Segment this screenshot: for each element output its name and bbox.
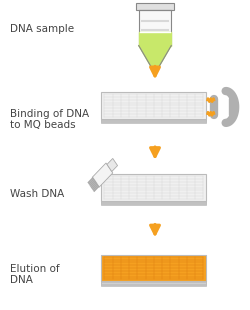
Bar (101, 95, 206, 121)
Bar (101, 177, 206, 203)
Bar (101, 257, 206, 284)
Bar (101, 96, 206, 122)
Bar (101, 259, 206, 285)
Bar (139, 10, 171, 46)
Bar (101, 175, 206, 202)
Bar (101, 255, 206, 281)
Text: Elution of
DNA: Elution of DNA (10, 264, 60, 285)
Bar (101, 178, 206, 204)
Polygon shape (140, 32, 170, 46)
Bar (101, 179, 206, 205)
Bar (101, 256, 206, 282)
Polygon shape (139, 46, 171, 73)
Text: Binding of DNA
to MQ beads: Binding of DNA to MQ beads (10, 108, 89, 130)
Bar (101, 97, 206, 123)
Polygon shape (107, 158, 118, 171)
Bar (101, 174, 206, 201)
Bar (101, 260, 206, 286)
Text: Wash DNA: Wash DNA (10, 189, 64, 199)
Text: DNA sample: DNA sample (10, 24, 74, 34)
Polygon shape (92, 163, 113, 187)
Bar (101, 92, 206, 118)
Bar (101, 93, 206, 120)
Bar (136, 3, 174, 10)
